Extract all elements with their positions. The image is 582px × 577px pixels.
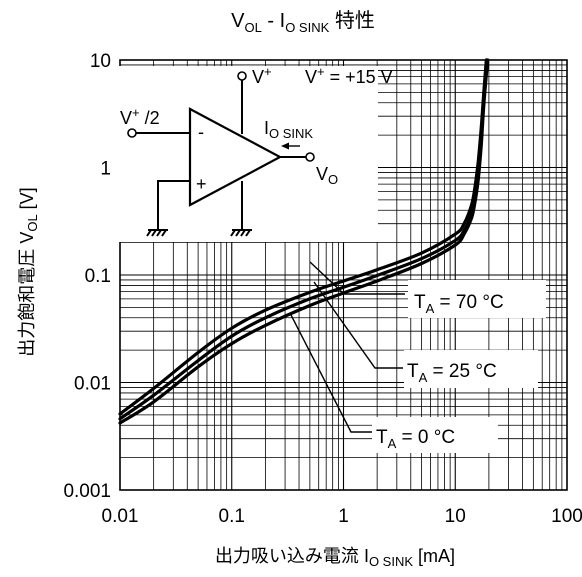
- x-tick-label: 1: [338, 506, 349, 527]
- y-tick-label: 0.1: [85, 266, 111, 287]
- x-tick-labels: 0.01 0.1 1 10 100: [102, 506, 582, 527]
- leader-0c: [289, 312, 372, 433]
- output-terminal: [305, 152, 315, 162]
- noninverting-sign: +: [196, 174, 207, 194]
- y-axis-title: 出力飽和電圧 VOL [V]: [17, 187, 40, 356]
- plot-frame: [119, 59, 568, 491]
- opamp-schematic: - + V+ V+ = +15 V V+ /2 IO SINK VO: [118, 64, 393, 242]
- label-bg-25c: [404, 350, 538, 388]
- series-layer: [118, 58, 490, 425]
- x-tick-label: 0.01: [102, 506, 139, 527]
- half-supply-terminal: [127, 128, 137, 138]
- sink-current-label: IO SINK: [264, 118, 313, 141]
- x-axis-title: 出力吸い込み電流 IO SINK [mA]: [215, 546, 455, 569]
- y-tick-label: 10: [90, 51, 111, 72]
- series-labels: TA = 70 °C TA = 25 °C TA = 0 °C: [289, 261, 546, 453]
- half-supply-label: V+ /2: [120, 105, 160, 128]
- y-tick-labels: 0.001 0.01 0.1 1 10: [63, 51, 111, 502]
- y-tick-label: 0.01: [74, 374, 111, 395]
- leader-25c: [313, 281, 403, 369]
- vplus-terminal: [237, 71, 247, 81]
- y-tick-label: 1: [100, 159, 111, 180]
- x-tick-label: 0.1: [219, 506, 245, 527]
- vplus-label: V+: [252, 64, 272, 87]
- label-bg-70c: [408, 280, 546, 318]
- sink-current-arrowhead: [281, 142, 289, 150]
- series-label-25c: TA = 25 °C: [407, 361, 497, 385]
- series-line-2: [118, 58, 490, 425]
- y-tick-label: 0.001: [63, 481, 111, 502]
- noninverting-input-wire: [157, 180, 190, 230]
- series-label-0c: TA = 0 °C: [376, 427, 455, 451]
- output-voltage-label: VO: [316, 164, 338, 187]
- series-label-70c: TA = 70 °C: [414, 292, 504, 316]
- x-tick-label: 100: [551, 506, 582, 527]
- chart-title: VOL - IO SINK 特性: [231, 9, 375, 35]
- ground-symbol-right: [230, 229, 252, 237]
- label-bg-0c: [372, 417, 498, 453]
- ground-symbol-left: [146, 229, 168, 237]
- supply-voltage-label: V+ = +15 V: [305, 64, 393, 87]
- inverting-sign: -: [198, 122, 204, 142]
- opamp-triangle: [188, 107, 283, 207]
- x-tick-label: 10: [445, 506, 466, 527]
- leader-70c: [309, 261, 405, 295]
